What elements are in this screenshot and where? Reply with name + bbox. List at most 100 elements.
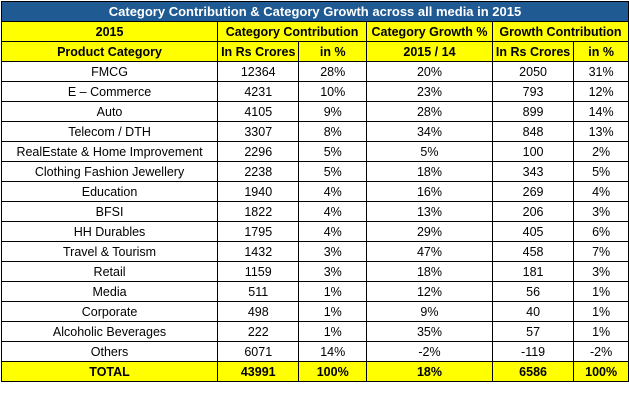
contribution-percent-cell: 5% [298, 161, 368, 182]
category-cell: Corporate [0, 301, 219, 322]
contribution-crores-cell: 1822 [217, 201, 300, 222]
total-growth-contribution-percent-cell: 100% [573, 361, 629, 382]
contribution-crores-cell: 1432 [217, 241, 300, 262]
growth-contribution-percent-cell: 6% [573, 221, 629, 242]
contribution-crores-cell: 4231 [217, 81, 300, 102]
growth-percent-cell: 18% [366, 261, 493, 282]
total-contribution-crores-cell: 43991 [217, 361, 300, 382]
contribution-crores-cell: 12364 [217, 61, 300, 82]
contribution-percent-cell: 4% [298, 221, 368, 242]
table-title: Category Contribution & Category Growth … [1, 1, 629, 22]
growth-percent-cell: 9% [366, 301, 493, 322]
growth-contribution-header: Growth Contribution [491, 21, 629, 42]
contribution-percent-cell: 4% [298, 201, 368, 222]
category-contribution-header: Category Contribution [217, 21, 368, 42]
contribution-percent-cell: 3% [298, 261, 368, 282]
total-growth-crores-cell: 6586 [491, 361, 575, 382]
growth-contribution-percent-cell: 5% [573, 161, 629, 182]
table-row: Telecom / DTH 3307 8% 34% 848 13% [0, 121, 629, 142]
contribution-percent-cell: 5% [298, 141, 368, 162]
table-row: BFSI 1822 4% 13% 206 3% [0, 201, 629, 222]
category-cell: RealEstate & Home Improvement [0, 141, 219, 162]
growth-contribution-percent-cell: 1% [573, 321, 629, 342]
growth-contribution-percent-cell: 1% [573, 301, 629, 322]
table-row: Clothing Fashion Jewellery 2238 5% 18% 343 5% [0, 161, 629, 182]
growth-crores-cell: 269 [491, 181, 575, 202]
growth-percent-cell: 13% [366, 201, 493, 222]
growth-percent-cell: 18% [366, 161, 493, 182]
growth-period-header: 2015 / 14 [366, 41, 493, 62]
contribution-percent-cell: 1% [298, 281, 368, 302]
header-row-1: 2015 Category Contribution Category Grow… [0, 21, 629, 42]
table-row: RealEstate & Home Improvement 2296 5% 5% 100… [0, 141, 629, 162]
table-row: Media 511 1% 12% 56 1% [0, 281, 629, 302]
contribution-crores-cell: 222 [217, 321, 300, 342]
growth-crores-cell: 343 [491, 161, 575, 182]
category-cell: Media [0, 281, 219, 302]
growth-crores-cell: 57 [491, 321, 575, 342]
growth-crores-cell: 899 [491, 101, 575, 122]
growth-percent-cell: 20% [366, 61, 493, 82]
total-row: TOTAL 43991 100% 18% 6586 100% [0, 361, 629, 382]
table-row: Corporate 498 1% 9% 40 1% [0, 301, 629, 322]
category-cell: Education [0, 181, 219, 202]
growth-crores-cell: 793 [491, 81, 575, 102]
growth-crores-cell: -119 [491, 341, 575, 362]
growth-contribution-percent-cell: 4% [573, 181, 629, 202]
category-cell: Auto [0, 101, 219, 122]
contribution-percent-cell: 10% [298, 81, 368, 102]
category-cell: HH Durables [0, 221, 219, 242]
contribution-crores-cell: 3307 [217, 121, 300, 142]
table-row: Education 1940 4% 16% 269 4% [0, 181, 629, 202]
category-cell: Travel & Tourism [0, 241, 219, 262]
growth-contribution-percent-cell: 2% [573, 141, 629, 162]
growth-contribution-percent-cell: 3% [573, 261, 629, 282]
growth-crores-cell: 405 [491, 221, 575, 242]
table-row: FMCG 12364 28% 20% 2050 31% [0, 61, 629, 82]
growth-contribution-percent-cell: 7% [573, 241, 629, 262]
contribution-percent-cell: 28% [298, 61, 368, 82]
growth-crores-cell: 56 [491, 281, 575, 302]
growth-crores-cell: 181 [491, 261, 575, 282]
product-category-header: Product Category [0, 41, 219, 62]
table-row: Alcoholic Beverages 222 1% 35% 57 1% [0, 321, 629, 342]
contribution-percent-cell: 9% [298, 101, 368, 122]
category-table: Category Contribution & Category Growth … [0, 1, 629, 382]
contribution-percent-cell: 1% [298, 301, 368, 322]
category-cell: Telecom / DTH [0, 121, 219, 142]
total-contribution-percent-cell: 100% [298, 361, 368, 382]
year-header: 2015 [0, 21, 219, 42]
total-label: TOTAL [0, 361, 219, 382]
contribution-percent-cell: 4% [298, 181, 368, 202]
growth-contribution-percent-cell: 31% [573, 61, 629, 82]
category-cell: BFSI [0, 201, 219, 222]
category-growth-header: Category Growth % [366, 21, 493, 42]
growth-crores-cell: 100 [491, 141, 575, 162]
growth-percent-cell: 35% [366, 321, 493, 342]
table-title-row: Category Contribution & Category Growth … [1, 1, 629, 22]
table-row: HH Durables 1795 4% 29% 405 6% [0, 221, 629, 242]
table-row: Retail 1159 3% 18% 181 3% [0, 261, 629, 282]
growth-percent-cell: 47% [366, 241, 493, 262]
growth-contribution-percent-cell: 13% [573, 121, 629, 142]
table-row: Auto 4105 9% 28% 899 14% [0, 101, 629, 122]
category-cell: E – Commerce [0, 81, 219, 102]
growth-percent-cell: 12% [366, 281, 493, 302]
growth-percent-cell: 29% [366, 221, 493, 242]
growth-contribution-percent-cell: 14% [573, 101, 629, 122]
contribution-crores-header: In Rs Crores [217, 41, 300, 62]
growth-crores-cell: 206 [491, 201, 575, 222]
growth-percent-header: in % [573, 41, 629, 62]
contribution-crores-cell: 1159 [217, 261, 300, 282]
growth-crores-cell: 458 [491, 241, 575, 262]
contribution-crores-cell: 2296 [217, 141, 300, 162]
contribution-crores-cell: 2238 [217, 161, 300, 182]
growth-percent-cell: 5% [366, 141, 493, 162]
growth-percent-cell: 16% [366, 181, 493, 202]
growth-percent-cell: -2% [366, 341, 493, 362]
category-cell: FMCG [0, 61, 219, 82]
growth-percent-cell: 23% [366, 81, 493, 102]
contribution-crores-cell: 4105 [217, 101, 300, 122]
category-cell: Retail [0, 261, 219, 282]
contribution-percent-cell: 14% [298, 341, 368, 362]
